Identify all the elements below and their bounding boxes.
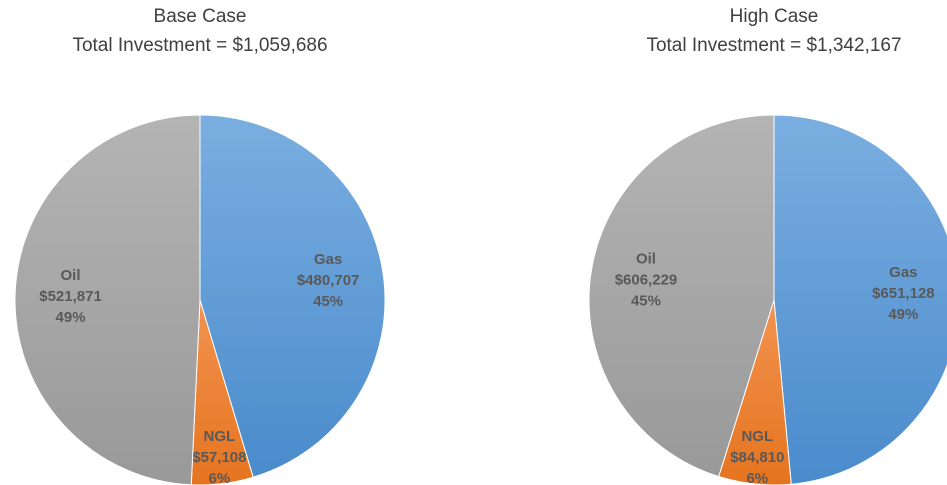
pie-slice [588, 114, 775, 478]
slice-category: Gas [314, 251, 342, 268]
chart-subtitle: Total Investment = $1,342,167 [646, 35, 901, 56]
slice-value: $84,810 [730, 449, 784, 466]
chart-title: Base Case [154, 6, 247, 27]
chart-title: High Case [730, 6, 819, 27]
slice-category: Oil [61, 267, 81, 284]
slice-percent: 49% [888, 306, 918, 323]
pie-slice [14, 114, 201, 485]
slice-percent: 49% [56, 309, 86, 326]
pie-slice [199, 114, 386, 478]
slice-percent: 45% [313, 293, 343, 310]
slice-value: $651,128 [872, 285, 935, 302]
slice-category: Gas [889, 264, 917, 281]
slice-percent: 45% [631, 292, 661, 309]
slice-value: $57,108 [192, 449, 246, 466]
slice-value: $480,707 [297, 272, 360, 289]
slice-percent: 6% [209, 470, 231, 485]
slice-category: Oil [636, 250, 656, 267]
chart-subtitle: Total Investment = $1,059,686 [72, 35, 327, 56]
slice-value: $521,871 [39, 288, 102, 305]
slice-percent: 6% [746, 470, 768, 485]
pie-slice [773, 114, 947, 485]
slice-value: $606,229 [615, 271, 678, 288]
slice-category: NGL [204, 428, 236, 445]
slice-category: NGL [741, 428, 773, 445]
